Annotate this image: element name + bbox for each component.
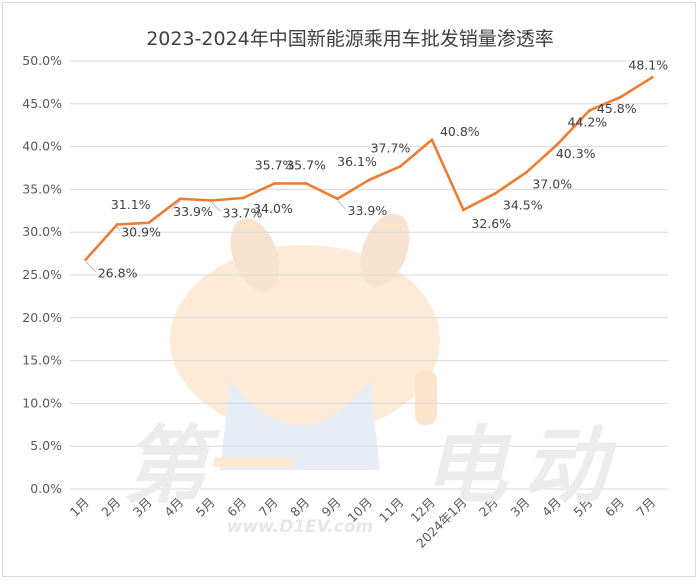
data-label: 33.7% [223, 206, 263, 221]
data-point [619, 95, 623, 99]
data-label: 34.0% [253, 201, 293, 216]
data-label: 30.9% [121, 224, 161, 239]
watermark-char: 动 [523, 417, 617, 515]
x-tick-label: 2月 [98, 495, 123, 520]
data-point [178, 197, 182, 201]
y-tick-label: 0.0% [30, 481, 62, 496]
label-leader [85, 261, 97, 272]
data-point [462, 208, 465, 212]
chart-title: 2023-2024年中国新能源乘用车批发销量渗透率 [146, 28, 554, 50]
data-label: 45.8% [597, 101, 637, 116]
label-leader [211, 202, 221, 212]
data-label: 26.8% [98, 266, 138, 281]
data-label: 37.7% [371, 140, 411, 155]
y-tick-label: 40.0% [22, 139, 62, 154]
data-label: 34.5% [503, 198, 543, 213]
data-label: 35.7% [286, 157, 326, 172]
data-point [273, 182, 276, 185]
data-label: 33.9% [348, 203, 388, 218]
data-point [336, 197, 339, 201]
data-point [556, 142, 560, 146]
data-label: 37.0% [532, 176, 572, 191]
data-point [210, 199, 214, 202]
watermark-char: 电 [423, 417, 512, 515]
x-tick-label: 7月 [633, 495, 658, 520]
data-point [524, 170, 528, 174]
data-point [367, 178, 371, 182]
data-point [304, 182, 308, 185]
data-point [147, 221, 151, 225]
watermark-char: 一 [203, 417, 295, 515]
data-point [241, 196, 245, 200]
y-tick-label: 15.0% [22, 353, 62, 368]
label-leader [337, 200, 346, 210]
data-label: 31.1% [111, 197, 151, 212]
label-leader [170, 200, 181, 211]
y-tick-label: 50.0% [22, 53, 62, 68]
x-tick-label: 9月 [319, 495, 344, 520]
data-label: 35.7% [255, 157, 295, 172]
x-tick-label: 11月 [376, 495, 407, 526]
y-tick-label: 35.0% [22, 181, 62, 196]
data-label: 32.6% [471, 216, 511, 231]
x-tick-label: 1月 [67, 495, 92, 520]
y-tick-label: 25.0% [22, 267, 62, 282]
data-label: 36.1% [337, 154, 377, 169]
data-point [650, 75, 654, 79]
data-label: 33.9% [173, 204, 213, 219]
data-label: 40.3% [556, 146, 596, 161]
x-tick-label: 8月 [287, 495, 312, 520]
data-point [587, 109, 591, 113]
watermark-char: 第 [123, 417, 221, 515]
y-tick-label: 20.0% [22, 310, 62, 325]
data-point [493, 192, 497, 196]
y-tick-label: 30.0% [22, 224, 62, 239]
data-label: 48.1% [628, 57, 668, 72]
data-point [399, 164, 402, 168]
label-leader [116, 226, 120, 231]
data-label: 44.2% [567, 115, 607, 130]
data-label: 40.8% [440, 124, 480, 139]
data-point [84, 258, 88, 261]
y-tick-label: 10.0% [22, 395, 62, 410]
y-tick-label: 5.0% [30, 438, 62, 453]
watermark-url: www.D1EV.com [227, 517, 373, 537]
y-tick-label: 45.0% [22, 96, 62, 111]
data-point [430, 138, 434, 142]
data-point [115, 223, 119, 226]
